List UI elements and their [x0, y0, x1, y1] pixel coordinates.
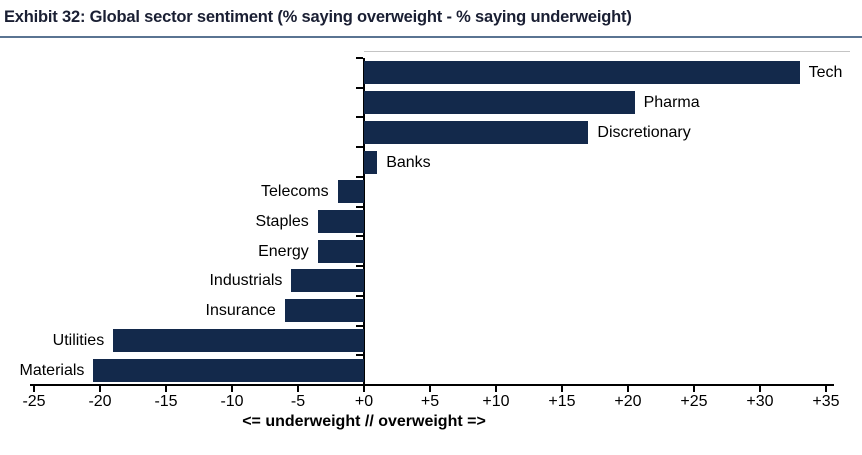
x-axis-tick: [429, 384, 431, 392]
x-axis-tick: [99, 384, 101, 392]
bar-pharma: [364, 91, 635, 115]
bar-label-staples: Staples: [255, 213, 309, 230]
category-axis-tick: [356, 265, 363, 268]
bar-label-materials: Materials: [19, 361, 85, 379]
x-axis-tick: [165, 384, 167, 392]
x-axis-title: <= underweight // overweight =>: [242, 413, 486, 430]
x-tick-label: +20: [614, 393, 642, 410]
x-axis-line: [30, 384, 834, 386]
category-axis-tick: [356, 86, 363, 89]
bar-label-industrials: Industrials: [209, 272, 283, 290]
x-axis-tick: [495, 384, 497, 392]
bar-label-discretionary: Discretionary: [597, 123, 691, 141]
bar-tech: [364, 61, 800, 85]
x-tick-label: +15: [548, 393, 576, 410]
plot-top-border: [364, 51, 850, 52]
x-tick-label: +35: [812, 393, 840, 410]
bar-energy: [317, 239, 364, 263]
bar-industrials: [291, 269, 364, 293]
bar-label-banks: Banks: [386, 153, 431, 171]
bar-label-tech: Tech: [808, 64, 843, 82]
x-axis-tick: [363, 384, 365, 392]
x-tick-label: -5: [290, 393, 306, 410]
x-tick-label: +0: [354, 393, 374, 410]
category-axis-tick: [356, 294, 363, 297]
category-axis-tick: [356, 175, 363, 178]
y-axis-line: [363, 58, 365, 387]
bar-materials: [93, 358, 364, 382]
x-tick-label: +25: [680, 393, 708, 410]
category-axis-tick: [356, 235, 363, 238]
bar-label-energy: Energy: [258, 242, 309, 260]
x-tick-label: +10: [482, 393, 510, 410]
bar-discretionary: [364, 120, 589, 144]
x-axis-tick: [627, 384, 629, 392]
x-axis-tick: [693, 384, 695, 392]
x-axis-tick: [231, 384, 233, 392]
category-axis-tick: [356, 205, 363, 208]
x-axis-tick: [33, 384, 35, 392]
exhibit-title: Exhibit 32: Global sector sentiment (% s…: [4, 8, 632, 26]
bar-label-utilities: Utilities: [52, 331, 105, 349]
bar-label-telecoms: Telecoms: [261, 183, 329, 201]
x-tick-label: -20: [88, 393, 112, 410]
x-axis-tick: [825, 384, 827, 392]
bar-label-pharma: Pharma: [643, 94, 700, 112]
bar-label-insurance: Insurance: [205, 302, 276, 320]
x-tick-label: +30: [746, 393, 774, 410]
category-axis-tick: [356, 354, 363, 357]
x-tick-label: -15: [154, 393, 178, 410]
x-axis-tick: [759, 384, 761, 392]
bar-telecoms: [337, 180, 364, 204]
category-axis-tick: [356, 57, 363, 59]
bar-staples: [317, 210, 364, 233]
x-tick-label: +5: [420, 393, 440, 410]
title-underline: [0, 36, 862, 38]
x-axis-tick: [561, 384, 563, 392]
category-axis-tick: [356, 116, 363, 119]
x-axis-tick: [297, 384, 299, 392]
bar-utilities: [113, 328, 364, 352]
x-tick-label: -25: [22, 393, 46, 410]
x-tick-label: -10: [220, 393, 244, 410]
category-axis-tick: [356, 146, 363, 149]
bar-banks: [364, 150, 378, 174]
category-axis-tick: [356, 324, 363, 327]
bar-insurance: [284, 299, 364, 323]
category-axis-tick: [356, 384, 363, 386]
